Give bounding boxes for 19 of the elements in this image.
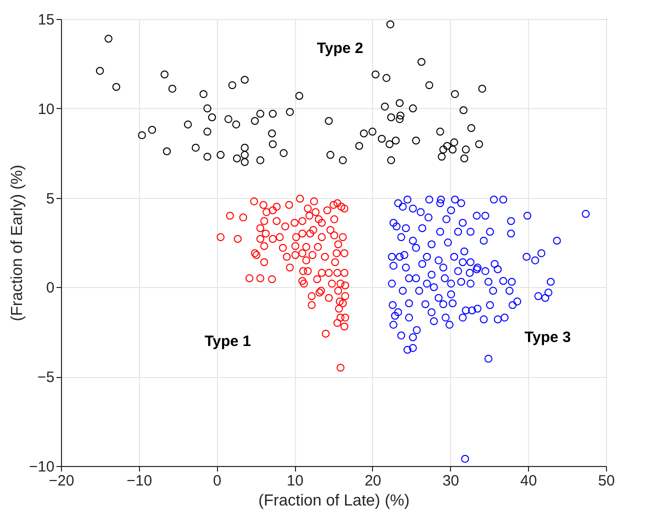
y-tick-label: 0 — [46, 280, 54, 297]
y-tick-label: 15 — [38, 12, 54, 28]
annotation: Type 3 — [524, 328, 571, 346]
y-tick-label: 5 — [46, 190, 54, 208]
x-tick-label: 50 — [598, 472, 615, 490]
y-tick-label: 10 — [38, 100, 54, 118]
x-tick-label: 10 — [286, 472, 304, 490]
y-tick-label: −10 — [29, 458, 54, 476]
x-tick-label: −20 — [48, 472, 74, 490]
x-tick-label: 40 — [520, 472, 537, 490]
annotation: Type 2 — [316, 40, 364, 58]
x-tick-label: 0 — [213, 472, 222, 490]
annotation: Type 1 — [204, 332, 251, 350]
x-tick-label: 30 — [442, 472, 460, 490]
x-tick-label: 20 — [364, 472, 382, 490]
x-tick-label: −10 — [126, 472, 152, 490]
x-axis-title: (Fraction of Late) (%) — [258, 492, 410, 510]
y-tick-label: −5 — [37, 369, 54, 386]
y-axis-title: (Fraction of Early) (%) — [9, 164, 26, 322]
